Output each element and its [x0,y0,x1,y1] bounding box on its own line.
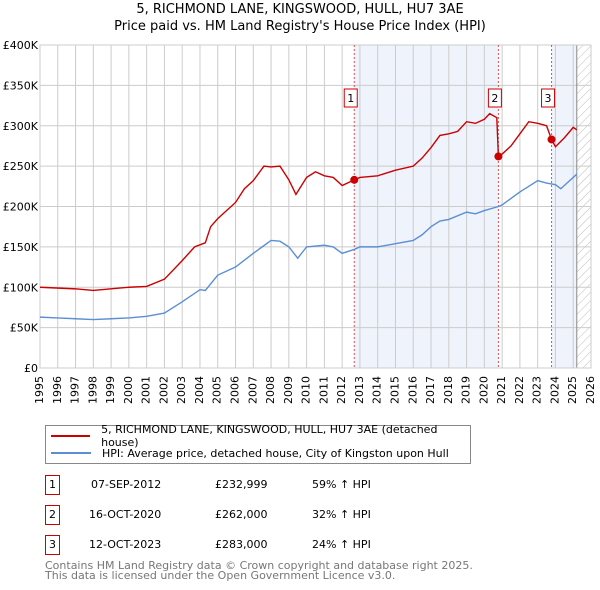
legend-swatch-red [51,435,91,437]
x-tick-label: 2011 [317,376,330,404]
sale-hpi: 59% ↑ HPI [312,478,371,491]
x-tick-label: 2026 [584,376,597,404]
x-tick-label: 2008 [264,376,277,404]
sale-marker-label: 2 [491,92,498,105]
y-tick-label: £50K [10,322,39,335]
x-tick-label: 2015 [388,376,401,404]
sale-marker-label: 2 [45,505,60,525]
y-tick-label: £300K [3,120,39,133]
x-tick-label: 2017 [424,376,437,404]
x-tick-label: 2003 [175,376,188,404]
hpi-line [39,173,578,321]
y-tick-label: £0 [24,362,38,375]
x-tick-label: 2020 [477,376,490,404]
x-tick-label: 2009 [282,376,295,404]
x-tick-label: 1998 [86,376,99,404]
y-tick-label: £100K [3,281,39,294]
plot-border [39,44,592,369]
chart-title: 5, RICHMOND LANE, KINGSWOOD, HULL, HU7 3… [136,2,464,17]
x-tick-label: 1995 [33,376,46,404]
x-tick-label: 2007 [246,376,259,404]
sale-marker-box [541,88,556,108]
x-tick-label: 2022 [513,376,526,404]
legend-item-property: 5, RICHMOND LANE, KINGSWOOD, HULL, HU7 3… [51,423,470,449]
x-tick-label: 1999 [104,376,117,404]
sale-marker-label: 3 [545,92,552,105]
sale-point [547,135,556,144]
sale-hpi: 32% ↑ HPI [312,508,371,521]
x-tick-label: 1997 [69,376,82,404]
x-tick-label: 2018 [442,376,455,404]
x-tick-label: 1996 [51,376,64,404]
sale-point [494,152,503,161]
footer-line: Contains HM Land Registry data © Crown c… [45,559,473,572]
sale-marker-label: 3 [45,535,60,555]
x-tick-label: 2021 [495,376,508,404]
legend-swatch-blue [51,452,91,454]
sale-date: 16-OCT-2020 [89,508,162,521]
x-tick-label: 2012 [335,376,348,404]
plot-area: 1995 1996 1997 1998 1999 2000 2001 2002 2003 2004… [3,39,597,404]
x-tick-label: 2004 [193,376,206,404]
x-tick-label: 2014 [371,376,384,404]
sale-point [350,175,359,184]
sale-date: 07-SEP-2012 [91,478,162,491]
chart-subtitle: Price paid vs. HM Land Registry's House … [114,19,486,34]
x-tick-label: 2019 [460,376,473,404]
legend-item-hpi: HPI: Average price, detached house, City… [51,445,449,461]
sale-marker-label: 1 [347,92,354,105]
sale-hpi: 24% ↑ HPI [312,538,371,551]
sale-marker-box [343,88,358,108]
sale-marker-label: 1 [45,475,60,495]
x-tick-label: 2025 [566,376,579,404]
x-tick-label: 2016 [406,376,419,404]
x-tick-label: 2001 [140,376,153,404]
x-tick-label: 2000 [122,376,135,404]
footer-line: This data is licensed under the Open Gov… [45,569,396,582]
x-tick-label: 2023 [531,376,544,404]
sale-price: £283,000 [215,538,268,551]
x-tick-label: 2002 [157,376,170,404]
y-tick-label: £400K [3,39,39,52]
y-tick-label: £200K [3,201,39,214]
x-tick-label: 2010 [300,376,313,404]
legend-label: 5, RICHMOND LANE, KINGSWOOD, HULL, HU7 3… [101,423,438,449]
sale-date: 12-OCT-2023 [89,538,162,551]
y-tick-label: £250K [3,160,39,173]
x-tick-label: 2024 [548,376,561,404]
legend-label: HPI: Average price, detached house, City… [102,446,449,460]
footer: Contains HM Land Registry data © Crown c… [45,559,473,582]
y-tick-label: £150K [3,241,39,254]
sale-marker-box [487,88,502,108]
sale-price: £262,000 [215,508,268,521]
legend: 5, RICHMOND LANE, KINGSWOOD, HULL, HU7 3… [45,423,471,464]
sale-price: £232,999 [215,478,268,491]
x-tick-label: 2005 [211,376,224,404]
x-tick-label: 2006 [229,376,242,404]
y-tick-label: £350K [3,79,39,92]
x-tick-label: 2013 [353,376,366,404]
